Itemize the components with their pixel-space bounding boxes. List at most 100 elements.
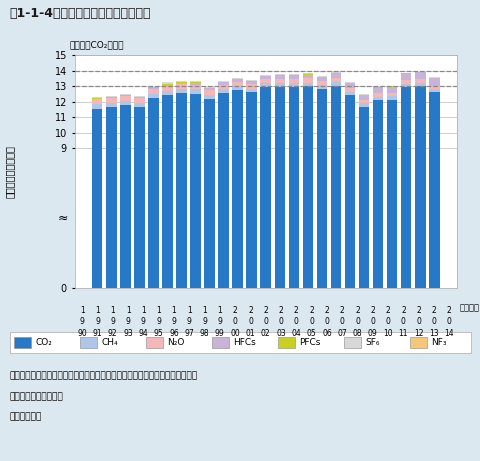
Text: 2: 2: [263, 306, 267, 315]
Bar: [274, 76, 285, 79]
Bar: [316, 76, 326, 77]
Text: N₂O: N₂O: [167, 338, 184, 347]
Text: 07: 07: [336, 329, 347, 338]
Bar: [414, 83, 425, 86]
Bar: [330, 72, 340, 73]
Bar: [106, 96, 116, 97]
Bar: [246, 89, 256, 92]
Text: 0: 0: [309, 317, 313, 326]
Text: 図1-1-4　日本の温室効果ガス排出量: 図1-1-4 日本の温室効果ガス排出量: [10, 7, 151, 20]
Bar: [288, 76, 299, 79]
Text: 量は変更され得る: 量は変更され得る: [10, 392, 63, 401]
Text: （億トンCO₂換算）: （億トンCO₂換算）: [70, 41, 124, 50]
Bar: [344, 95, 355, 288]
Bar: [260, 75, 270, 76]
Bar: [330, 74, 340, 78]
Bar: [134, 95, 144, 97]
Text: 1: 1: [171, 306, 176, 315]
Bar: [190, 81, 200, 82]
Bar: [246, 84, 256, 89]
Bar: [218, 83, 228, 85]
Bar: [218, 82, 228, 83]
Bar: [148, 94, 158, 98]
Bar: [162, 85, 172, 86]
Bar: [190, 89, 200, 94]
Bar: [204, 88, 215, 90]
Bar: [246, 82, 256, 84]
Bar: [120, 96, 130, 101]
Bar: [386, 93, 396, 96]
Bar: [400, 87, 410, 288]
Bar: [232, 90, 242, 288]
Bar: [260, 76, 270, 79]
Text: 2: 2: [248, 306, 252, 315]
Text: 0: 0: [431, 317, 435, 326]
Text: 96: 96: [169, 329, 179, 338]
Bar: [190, 85, 200, 89]
Text: 2: 2: [416, 306, 420, 315]
Text: 0: 0: [278, 317, 283, 326]
Bar: [386, 86, 396, 87]
Bar: [400, 84, 410, 87]
Bar: [190, 94, 200, 288]
Bar: [232, 82, 242, 86]
Text: 9: 9: [95, 317, 100, 326]
Bar: [428, 77, 439, 78]
Bar: [204, 99, 215, 288]
Bar: [106, 97, 116, 98]
Bar: [428, 92, 439, 288]
Bar: [372, 88, 383, 93]
Bar: [92, 104, 102, 108]
Text: ≈: ≈: [57, 212, 68, 225]
Bar: [288, 79, 299, 83]
Bar: [386, 100, 396, 288]
Bar: [218, 89, 228, 93]
Text: （年度）: （年度）: [458, 303, 479, 313]
Bar: [274, 87, 285, 288]
Text: 9: 9: [171, 317, 176, 326]
Bar: [400, 80, 410, 84]
Bar: [302, 74, 312, 75]
Text: 10: 10: [383, 329, 392, 338]
Bar: [218, 81, 228, 82]
Text: NF₃: NF₃: [430, 338, 445, 347]
Bar: [176, 82, 186, 83]
Bar: [372, 100, 383, 288]
Text: 1: 1: [95, 306, 100, 315]
Bar: [232, 77, 242, 79]
Bar: [92, 99, 102, 104]
Text: 0: 0: [232, 317, 237, 326]
Bar: [232, 79, 242, 82]
Bar: [134, 97, 144, 98]
Text: CO₂: CO₂: [35, 338, 52, 347]
Bar: [162, 86, 172, 90]
Bar: [176, 81, 186, 82]
Text: 0: 0: [324, 317, 329, 326]
Text: 06: 06: [322, 329, 331, 338]
Text: 1: 1: [217, 306, 222, 315]
Bar: [344, 88, 355, 92]
Text: CH₄: CH₄: [101, 338, 118, 347]
Text: 2: 2: [278, 306, 283, 315]
Text: 2: 2: [446, 306, 451, 315]
Bar: [274, 75, 285, 76]
Text: 1: 1: [110, 306, 115, 315]
Text: 93: 93: [123, 329, 132, 338]
Bar: [120, 101, 130, 106]
Text: 08: 08: [352, 329, 361, 338]
Bar: [372, 97, 383, 100]
Bar: [400, 73, 410, 74]
Bar: [232, 86, 242, 90]
Bar: [302, 83, 312, 86]
Bar: [414, 71, 425, 72]
Text: 00: 00: [230, 329, 240, 338]
Bar: [414, 72, 425, 79]
Text: 9: 9: [202, 317, 206, 326]
Bar: [316, 77, 326, 81]
Bar: [428, 86, 439, 89]
Bar: [274, 74, 285, 75]
Bar: [120, 94, 130, 95]
Text: 05: 05: [306, 329, 316, 338]
Bar: [176, 89, 186, 93]
Bar: [106, 103, 116, 107]
